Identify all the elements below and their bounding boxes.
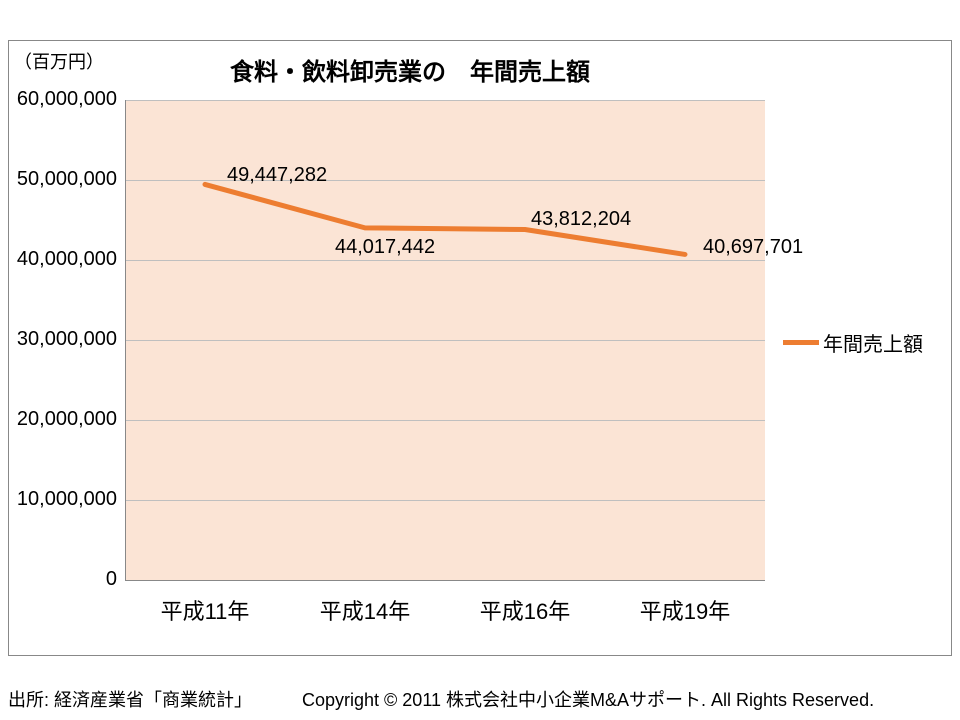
- legend-label: 年間売上額: [823, 328, 923, 357]
- data-label: 44,017,442: [335, 236, 435, 259]
- legend: 年間売上額: [783, 328, 923, 357]
- data-label: 49,447,282: [227, 164, 327, 187]
- line-series: [0, 0, 960, 720]
- data-label: 43,812,204: [531, 208, 631, 231]
- data-label: 40,697,701: [703, 236, 803, 259]
- legend-swatch: [783, 340, 819, 345]
- footer-copyright: Copyright © 2011 株式会社中小企業M&Aサポート. All Ri…: [302, 686, 874, 712]
- footer-source: 出所: 経済産業省「商業統計」: [8, 686, 252, 712]
